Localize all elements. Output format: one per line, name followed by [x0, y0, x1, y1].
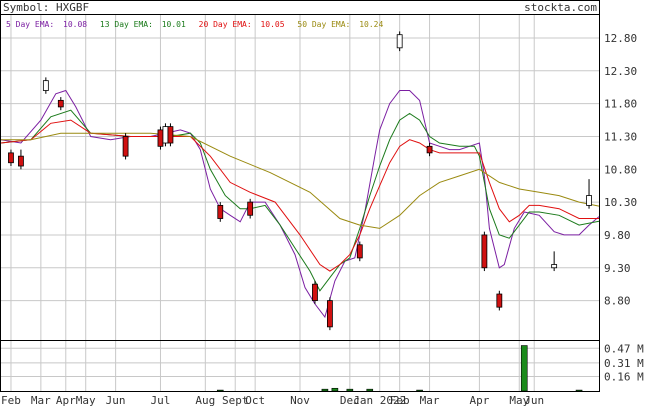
price-tick-label: 12.80 [604, 32, 637, 45]
price-tick-label: 11.80 [604, 98, 637, 111]
candle-down [57, 99, 64, 108]
candle-down [217, 205, 224, 219]
candle-down [496, 293, 503, 308]
legend-20-value: 10.05 [260, 20, 284, 29]
candle-down [18, 155, 24, 167]
date-tick-label: Oct [245, 394, 265, 406]
volume-bar [216, 389, 224, 392]
legend-5-name: 5 Day EMA: [6, 20, 54, 29]
legend-13-name: 13 Day EMA: [100, 20, 153, 29]
price-tick-label: 9.80 [604, 229, 631, 242]
candle-down [481, 234, 488, 269]
volume-bar [416, 389, 423, 392]
price-tick-label: 11.30 [604, 130, 637, 143]
candle-down [312, 283, 318, 302]
candle-down [247, 201, 254, 216]
date-tick-label: Jul [151, 394, 171, 406]
candle-up [162, 126, 169, 144]
volume-bar [321, 388, 329, 392]
legend-50-value: 10.24 [359, 20, 383, 29]
ema-line-4 [1, 132, 600, 229]
date-tick-label: Mar [420, 394, 440, 406]
candle-down [8, 152, 14, 164]
volume-bar [331, 387, 339, 392]
candle-down [167, 126, 174, 144]
candle-up [551, 264, 558, 269]
date-tick-label: Dec [340, 394, 360, 406]
header-frame [0, 0, 600, 15]
date-tick-label: Aug [195, 394, 215, 406]
date-tick-label: Nov [290, 394, 310, 406]
volume-axis-labels: 0.47 M 0.31 M0.16 M [604, 342, 644, 383]
volume-bar [366, 388, 374, 392]
volume-bar [575, 389, 583, 392]
candle-down [426, 145, 433, 154]
price-tick-label: 10.30 [604, 196, 637, 209]
date-tick-label: Feb [1, 394, 21, 406]
legend-50-name: 50 Day EMA: [297, 20, 350, 29]
candle-up [42, 80, 49, 91]
candle-down [157, 129, 164, 147]
price-tick-label: 8.80 [604, 295, 631, 308]
date-tick-label: Feb [390, 394, 410, 406]
candle-up [396, 34, 403, 49]
date-tick-label: May [509, 394, 529, 406]
volume-tick-label: 0.16 M [604, 370, 644, 383]
date-tick-label: Apr [469, 394, 489, 406]
volume-tick-label: 0.31 M [604, 357, 644, 370]
volume-grid [1, 341, 599, 391]
date-tick-label: May [76, 394, 96, 406]
site-label: stockta.com [524, 1, 597, 14]
price-tick-label: 9.30 [604, 262, 631, 275]
volume-bar [520, 345, 528, 392]
candles [8, 31, 592, 331]
price-tick-label: 12.30 [604, 65, 637, 78]
volume-tick-label: 0.47 M [604, 342, 644, 355]
legend-20-name: 20 Day EMA: [199, 20, 252, 29]
candle-up [586, 195, 592, 206]
date-tick-label: Jun [524, 394, 544, 406]
candle-down [122, 136, 129, 157]
volume-bar [346, 388, 354, 392]
candle-down [356, 244, 363, 259]
candle-down [326, 300, 333, 328]
ema-legend: 5 Day EMA: 10.08 13 Day EMA: 10.01 20 Da… [6, 20, 383, 29]
price-tick-label: 10.80 [604, 163, 637, 176]
symbol-label: Symbol: HXGBF [3, 1, 89, 14]
ema-line-2 [0, 109, 600, 292]
date-tick-label: Jan 2022 [353, 394, 406, 406]
date-tick-label: Jun [106, 394, 126, 406]
volume-bars [216, 345, 583, 392]
legend-13-value: 10.01 [162, 20, 186, 29]
legend-5-value: 10.08 [63, 20, 87, 29]
date-tick-label: Apr [56, 394, 76, 406]
date-tick-label: Mar [31, 394, 51, 406]
date-tick-label: Sept [222, 394, 249, 406]
price-axis-labels: 12.80 12.30 11.80 11.30 10.80 10.30 9.80 9.30 8.… [604, 32, 637, 308]
